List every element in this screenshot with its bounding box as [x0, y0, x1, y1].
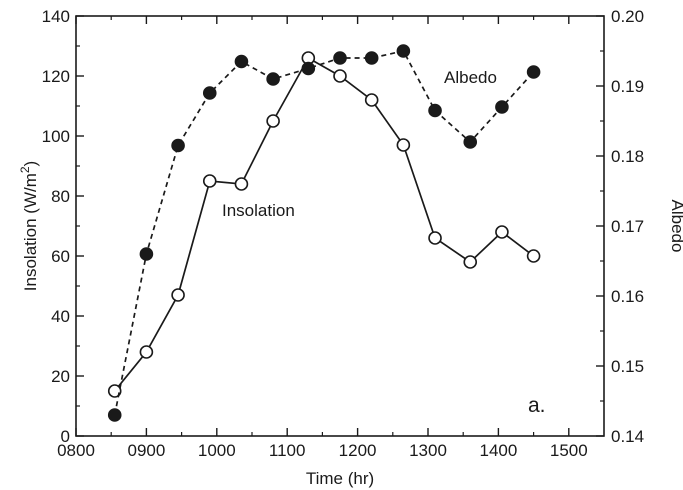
right-y-tick-label: 0.15 [611, 357, 644, 376]
insolation-point [463, 255, 478, 269]
left-y-tick-label: 80 [51, 187, 70, 206]
right-y-tick-label: 0.16 [611, 287, 644, 306]
insolation-point [139, 345, 154, 359]
albedo-point [333, 51, 347, 65]
x-tick-label: 1100 [269, 441, 306, 460]
left-y-tick-label: 120 [42, 67, 70, 86]
insolation-point [234, 177, 249, 191]
left-y-axis-title-main: Insolation (W/m [21, 173, 40, 291]
x-axis-ticks: 0800 0900 1000 1100 1200 1300 1400 1500 [57, 16, 588, 460]
left-y-tick-label: 20 [51, 367, 70, 386]
right-y-tick-label: 0.18 [611, 147, 644, 166]
x-tick-label: 0800 [57, 441, 95, 460]
albedo-point [202, 86, 217, 100]
x-axis-title: Time (hr) [306, 469, 374, 488]
right-y-tick-label: 0.19 [611, 77, 644, 96]
insolation-point [364, 93, 379, 107]
left-y-axis-title-close: ) [21, 161, 40, 167]
albedo-point [171, 138, 185, 153]
x-tick-label: 1000 [198, 441, 236, 460]
x-tick-label: 1500 [550, 441, 588, 460]
insolation-point [202, 174, 217, 188]
x-tick-label: 1200 [339, 441, 377, 460]
left-y-tick-label: 100 [42, 127, 70, 146]
x-tick-label: 0900 [127, 441, 165, 460]
insolation-point [396, 138, 411, 152]
albedo-point [428, 103, 442, 118]
right-y-tick-label: 0.20 [611, 7, 644, 26]
insolation-point [428, 231, 442, 245]
insolation-point [333, 69, 347, 83]
series-label-albedo: Albedo [444, 68, 497, 87]
insolation-point [266, 114, 280, 128]
left-y-tick-label: 40 [51, 307, 70, 326]
left-y-tick-label: 60 [51, 247, 70, 266]
albedo-point [526, 65, 541, 79]
albedo-point [463, 135, 478, 149]
insolation-series-line [114, 56, 535, 392]
right-y-tick-label: 0.17 [611, 217, 644, 236]
series-layer [107, 44, 541, 422]
right-y-axis-ticks: 0.14 0.15 0.16 0.17 0.18 0.19 0.20 [596, 7, 644, 446]
x-tick-label: 1300 [409, 441, 447, 460]
insolation-point [495, 225, 509, 239]
left-y-axis-title: Insolation (W/m2) [18, 161, 40, 291]
panel-label: a. [528, 394, 546, 417]
albedo-point [495, 100, 509, 114]
insolation-point [171, 288, 185, 302]
insolation-point [526, 249, 541, 263]
albedo-point [139, 247, 154, 261]
right-y-tick-label: 0.14 [611, 427, 644, 446]
left-y-tick-label: 0 [61, 427, 70, 446]
left-y-tick-label: 140 [42, 7, 70, 26]
right-y-axis-title: Albedo [668, 200, 683, 253]
albedo-point [396, 44, 411, 58]
series-label-insolation: Insolation [222, 201, 295, 220]
albedo-point [301, 61, 316, 76]
albedo-point [107, 408, 122, 422]
left-y-axis-ticks: 0 20 40 60 80 100 120 140 [42, 7, 84, 446]
albedo-series-line [113, 50, 535, 416]
left-y-axis-title-superscript: 2 [18, 166, 32, 173]
x-tick-label: 1400 [479, 441, 517, 460]
insolation-point [107, 384, 122, 398]
albedo-point [266, 72, 280, 86]
albedo-point [234, 54, 249, 69]
albedo-point [364, 51, 379, 65]
